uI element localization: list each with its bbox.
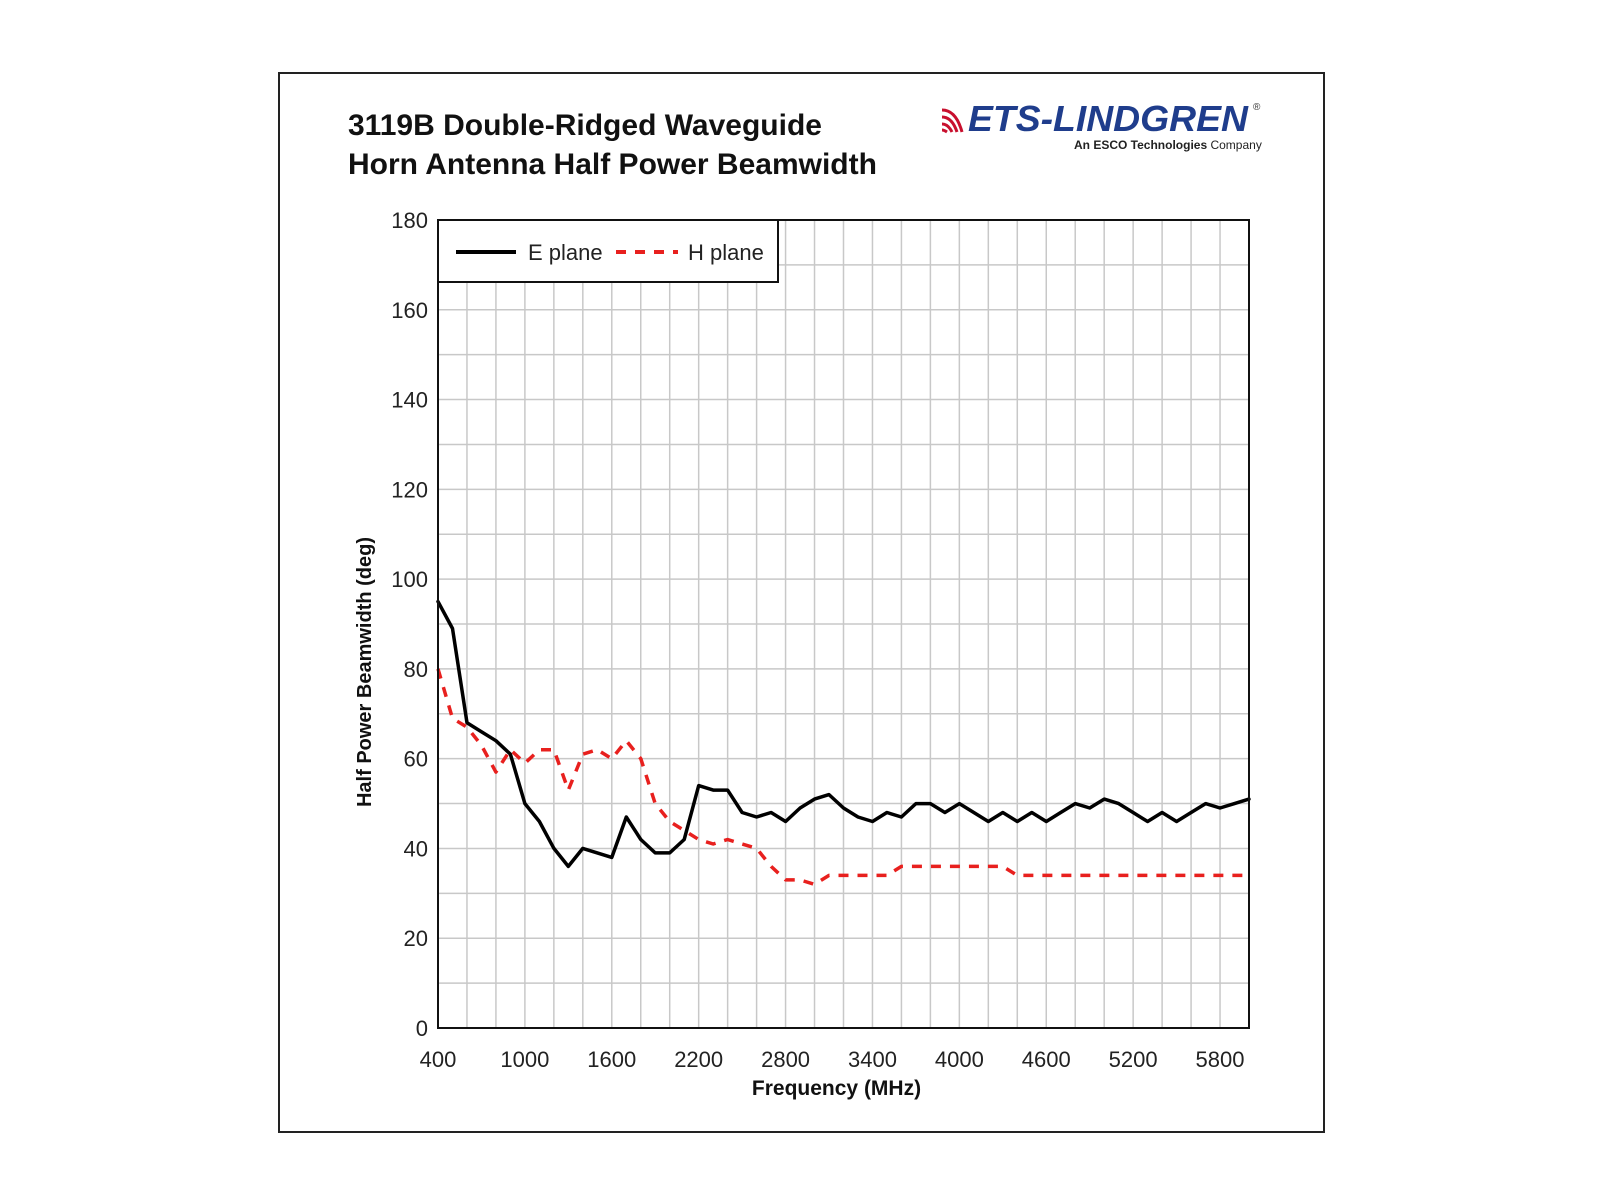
y-tick-label: 140 <box>391 388 428 413</box>
x-tick-label: 400 <box>420 1047 457 1072</box>
x-tick-label: 1000 <box>500 1047 549 1072</box>
series-line-h-plane <box>436 668 1249 887</box>
logo-tagline: An ESCO Technologies Company <box>1074 138 1262 152</box>
y-tick-label: 80 <box>404 657 428 682</box>
plot-area-border <box>437 219 1250 1029</box>
logo-brand-text: ETS-LINDGREN <box>968 98 1249 139</box>
x-tick-label: 2800 <box>761 1047 810 1072</box>
logo-registered-mark: ® <box>1253 102 1261 113</box>
x-tick-label: 2200 <box>674 1047 723 1072</box>
y-axis-label: Half Power Beamwidth (deg) <box>354 537 376 807</box>
y-tick-label: 100 <box>391 567 428 592</box>
x-tick-label: 4000 <box>935 1047 984 1072</box>
ets-lindgren-logo: ETS-LINDGREN ® An ESCO Technologies Comp… <box>941 98 1262 152</box>
legend: E plane H plane <box>437 219 779 283</box>
y-tick-label: 120 <box>391 477 428 502</box>
x-tick-label: 4600 <box>1022 1047 1071 1072</box>
legend-label-h-plane: H plane <box>688 240 764 265</box>
logo-tagline-bold: An ESCO Technologies <box>1074 138 1207 152</box>
y-tick-label: 40 <box>404 836 428 861</box>
legend-label-e-plane: E plane <box>528 240 603 265</box>
y-tick-label: 20 <box>404 926 428 951</box>
wave-icon <box>941 108 964 134</box>
chart-title: 3119B Double-Ridged Waveguide Horn Anten… <box>348 106 877 184</box>
chart-title-line-2: Horn Antenna Half Power Beamwidth <box>348 148 877 181</box>
x-tick-label: 5200 <box>1109 1047 1158 1072</box>
y-tick-label: 180 <box>391 208 428 233</box>
series-line-e-plane <box>436 599 1251 869</box>
y-tick-label: 160 <box>391 298 428 323</box>
x-tick-label: 3400 <box>848 1047 897 1072</box>
chart-title-line-1: 3119B Double-Ridged Waveguide <box>348 109 822 142</box>
series-layer <box>436 599 1251 887</box>
y-tick-label: 0 <box>416 1016 428 1041</box>
x-tick-label: 5800 <box>1196 1047 1245 1072</box>
grid <box>438 220 1249 1028</box>
axis-ticks: 400 1000 1600 2200 2800 3400 4000 4600 5200 5800 0… <box>391 208 1244 1072</box>
logo-tagline-rest: Company <box>1207 138 1262 152</box>
x-tick-label: 1600 <box>587 1047 636 1072</box>
x-axis-label: Frequency (MHz) <box>752 1077 921 1100</box>
y-tick-label: 60 <box>404 747 428 772</box>
